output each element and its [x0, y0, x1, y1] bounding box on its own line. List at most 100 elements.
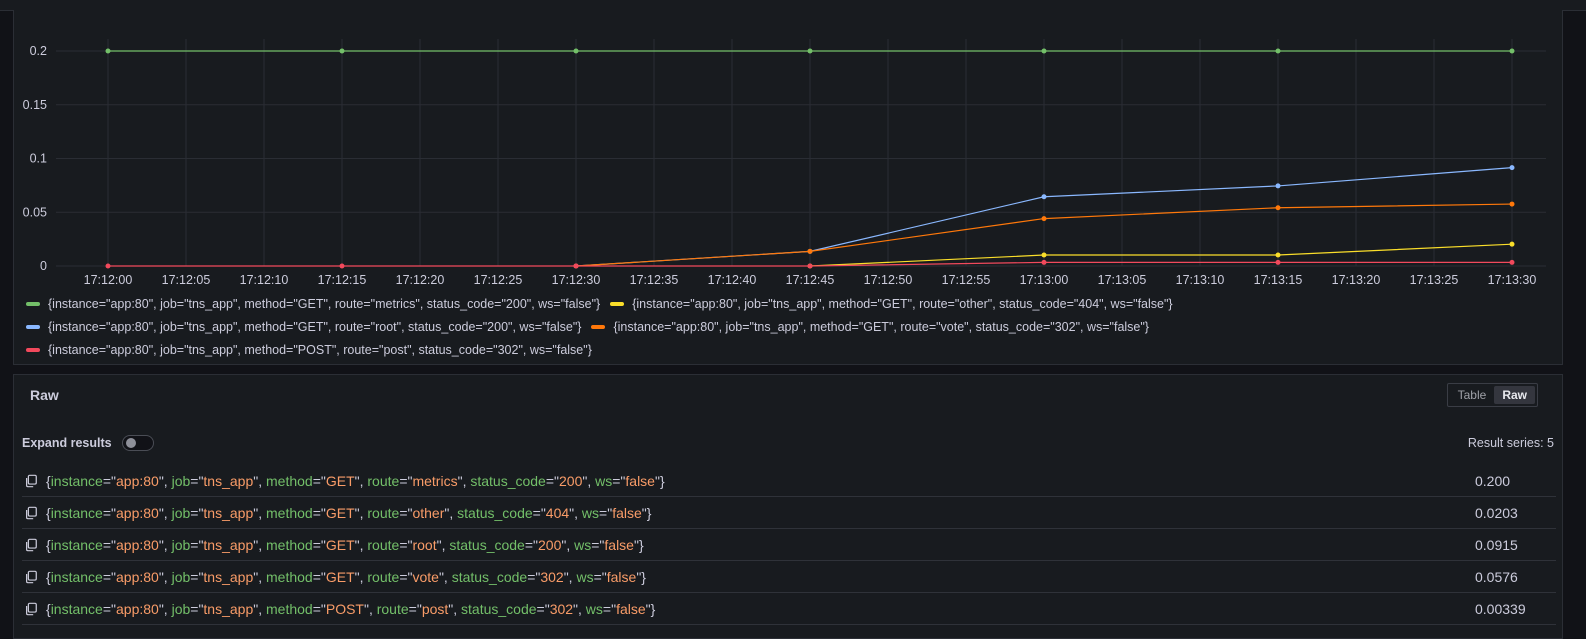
- x-tick-label: 17:13:10: [1176, 273, 1225, 287]
- legend-item[interactable]: {instance="app:80", job="tns_app", metho…: [26, 320, 581, 334]
- copy-icon[interactable]: [24, 538, 38, 552]
- data-point: [1041, 194, 1047, 200]
- legend-row: {instance="app:80", job="tns_app", metho…: [26, 338, 1556, 361]
- legend-row: {instance="app:80", job="tns_app", metho…: [26, 315, 1556, 338]
- table-view-button[interactable]: Table: [1457, 388, 1487, 402]
- time-series-chart: 0 0.05 0.1 0.15 0.2 17:12:00 17:12:05 17:12:10 1…: [23, 39, 1546, 287]
- raw-result-row: {instance="app:80", job="tns_app", metho…: [22, 593, 1556, 625]
- result-series-count: Result series: 5: [1467, 436, 1554, 450]
- x-tick-label: 17:12:55: [942, 273, 991, 287]
- data-point: [807, 263, 813, 269]
- y-tick-label: 0.15: [23, 98, 47, 112]
- legend-label: {instance="app:80", job="tns_app", metho…: [632, 296, 1173, 311]
- data-point: [1275, 252, 1281, 258]
- x-tick-label: 17:13:05: [1098, 273, 1147, 287]
- x-tick-label: 17:12:40: [708, 273, 757, 287]
- data-point: [1509, 259, 1515, 265]
- x-tick-label: 17:13:00: [1020, 273, 1069, 287]
- x-tick-label: 17:13:25: [1410, 273, 1459, 287]
- legend-label: {instance="app:80", job="tns_app", metho…: [48, 342, 592, 357]
- legend-swatch: [26, 324, 40, 329]
- legend-label: {instance="app:80", job="tns_app", metho…: [613, 319, 1149, 334]
- data-point: [573, 48, 579, 54]
- legend-row: {instance="app:80", job="tns_app", metho…: [26, 292, 1556, 315]
- chart-legend: {instance="app:80", job="tns_app", metho…: [26, 292, 1556, 361]
- data-point: [1509, 201, 1515, 207]
- series-line: [809, 243, 1513, 267]
- y-tick-label: 0.2: [30, 44, 47, 58]
- x-tick-label: 17:12:10: [240, 273, 289, 287]
- raw-result-row: {instance="app:80", job="tns_app", metho…: [22, 497, 1556, 529]
- series-labels: {instance="app:80", job="tns_app", metho…: [46, 568, 646, 585]
- data-point: [1041, 252, 1047, 258]
- data-point: [573, 263, 579, 269]
- legend-swatch: [610, 301, 625, 306]
- y-tick-label: 0: [40, 259, 47, 273]
- x-tick-label: 17:13:30: [1488, 273, 1537, 287]
- raw-view-button[interactable]: Raw: [1494, 386, 1535, 404]
- y-tick-label: 0.1: [30, 152, 47, 166]
- x-tick-label: 17:12:30: [552, 273, 601, 287]
- legend-label: {instance="app:80", job="tns_app", metho…: [48, 296, 601, 311]
- data-point: [105, 263, 111, 269]
- x-tick-label: 17:12:20: [396, 273, 445, 287]
- data-point: [105, 48, 111, 54]
- legend-item[interactable]: {instance="app:80", job="tns_app", metho…: [591, 320, 1149, 334]
- raw-result-row: {instance="app:80", job="tns_app", metho…: [22, 465, 1556, 497]
- series-value: 0.00339: [1475, 600, 1526, 617]
- copy-icon[interactable]: [24, 506, 38, 520]
- data-point: [807, 48, 813, 54]
- copy-icon[interactable]: [24, 474, 38, 488]
- legend-item[interactable]: {instance="app:80", job="tns_app", metho…: [26, 297, 600, 311]
- expand-results-row: Expand results: [22, 435, 154, 451]
- x-tick-label: 17:12:35: [630, 273, 679, 287]
- raw-result-row: {instance="app:80", job="tns_app", metho…: [22, 561, 1556, 593]
- data-point: [1509, 241, 1515, 247]
- legend-item[interactable]: {instance="app:80", job="tns_app", metho…: [26, 343, 592, 357]
- x-tick-label: 17:13:15: [1254, 273, 1303, 287]
- raw-panel: Raw Table Raw Expand results Result seri…: [13, 374, 1563, 639]
- series-labels: {instance="app:80", job="tns_app", metho…: [46, 536, 644, 553]
- raw-result-list: {instance="app:80", job="tns_app", metho…: [22, 465, 1556, 625]
- series-value: 0.0915: [1475, 536, 1518, 553]
- series-labels: {instance="app:80", job="tns_app", metho…: [46, 600, 656, 617]
- data-point: [1275, 183, 1281, 189]
- data-point: [1509, 48, 1515, 54]
- data-point: [1041, 216, 1047, 222]
- x-tick-label: 17:13:20: [1332, 273, 1381, 287]
- expand-results-label: Expand results: [22, 436, 112, 450]
- data-point: [339, 263, 345, 269]
- data-point: [1509, 165, 1515, 171]
- x-tick-label: 17:12:15: [318, 273, 367, 287]
- x-tick-label: 17:12:50: [864, 273, 913, 287]
- legend-swatch: [26, 301, 40, 306]
- data-point: [1275, 48, 1281, 54]
- copy-icon[interactable]: [24, 570, 38, 584]
- series-labels: {instance="app:80", job="tns_app", metho…: [46, 504, 652, 521]
- data-point: [1275, 259, 1281, 265]
- legend-label: {instance="app:80", job="tns_app", metho…: [48, 319, 582, 334]
- data-point: [1041, 259, 1047, 265]
- expand-results-switch[interactable]: [121, 435, 154, 451]
- raw-result-row: {instance="app:80", job="tns_app", metho…: [22, 529, 1556, 561]
- graph-panel: 0 0.05 0.1 0.15 0.2 17:12:00 17:12:05 17:12:10 1…: [13, 10, 1563, 365]
- view-toggle: Table Raw: [1446, 383, 1538, 407]
- x-tick-label: 17:12:00: [84, 273, 133, 287]
- raw-panel-title: Raw: [30, 387, 59, 403]
- series-value: 0.200: [1475, 472, 1511, 489]
- data-point: [1275, 205, 1281, 211]
- data-point: [807, 248, 813, 254]
- series-labels: {instance="app:80", job="tns_app", metho…: [46, 472, 665, 489]
- data-point: [1041, 48, 1047, 54]
- data-point: [339, 48, 345, 54]
- series-value: 0.0576: [1475, 568, 1518, 585]
- legend-item[interactable]: {instance="app:80", job="tns_app", metho…: [610, 296, 1173, 311]
- switch-knob: [125, 438, 136, 448]
- y-tick-label: 0.05: [23, 205, 47, 219]
- series-value: 0.0203: [1475, 504, 1518, 521]
- x-tick-label: 17:12:05: [162, 273, 211, 287]
- x-tick-label: 17:12:25: [474, 273, 523, 287]
- copy-icon[interactable]: [24, 602, 38, 616]
- legend-swatch: [591, 324, 606, 329]
- x-tick-label: 17:12:45: [786, 273, 835, 287]
